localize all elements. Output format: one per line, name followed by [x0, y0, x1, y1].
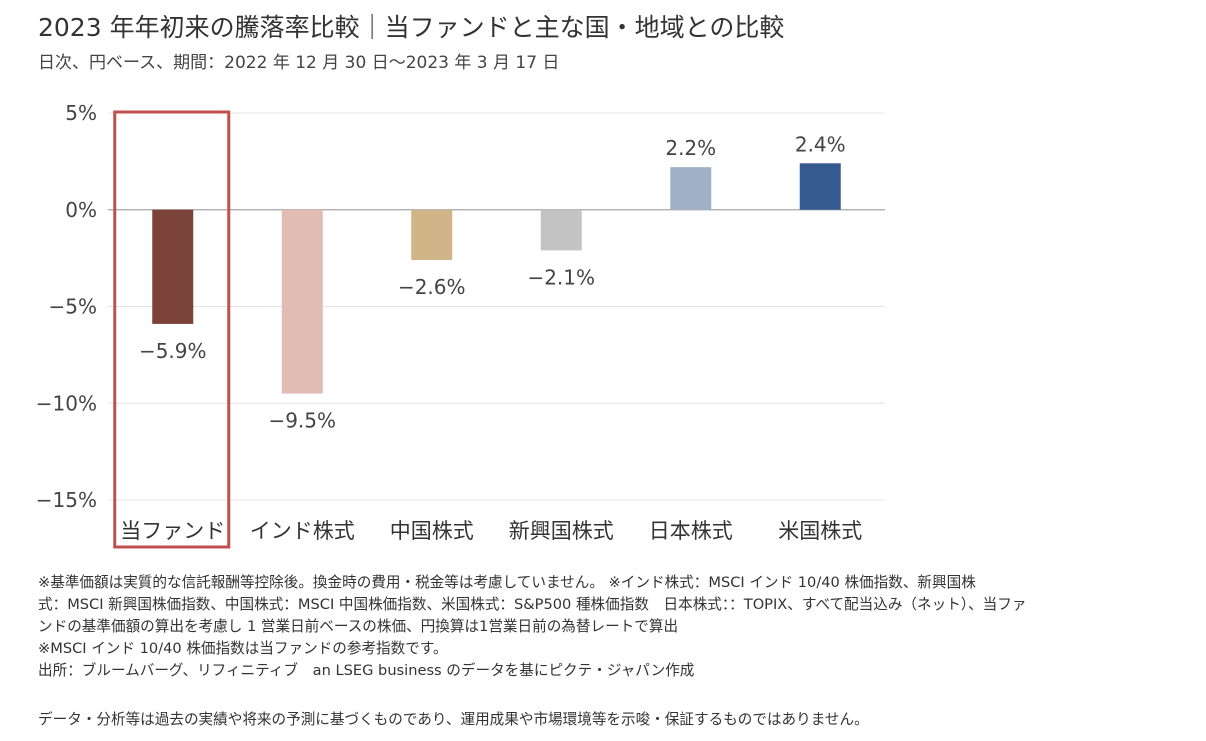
data-label: 2.2%: [665, 136, 716, 160]
bar: [799, 163, 841, 210]
bar: [411, 209, 453, 261]
chart-title: 2023 年年初来の騰落率比較｜当ファンドと主な国・地域との比較: [38, 13, 785, 42]
footnotes: ※基準価額は実質的な信託報酬等控除後。換金時の費用・税金等は考慮していません。 …: [38, 572, 1178, 682]
y-tick-label: −15%: [36, 488, 97, 512]
bar: [670, 167, 712, 210]
x-tick-label: 当ファンド: [120, 519, 225, 543]
bar: [540, 209, 582, 251]
data-labels: −5.9% −9.5% −2.6% −2.1% 2.2% 2.4%: [139, 132, 846, 432]
y-tick-label: −5%: [49, 295, 98, 319]
footnote-line: ※基準価額は実質的な信託報酬等控除後。換金時の費用・税金等は考慮していません。 …: [38, 574, 976, 591]
grid-lines: [108, 112, 885, 501]
disclaimer: データ・分析等は過去の実績や将来の予測に基づくものであり、運用成果や市場環境等を…: [38, 711, 869, 728]
y-tick-label: −10%: [36, 391, 97, 415]
chart-subtitle: 日次、円ベース、期間：2022 年 12 月 30 日～2023 年 3 月 1…: [38, 53, 560, 73]
bar: [281, 209, 323, 394]
data-label: −9.5%: [268, 409, 336, 433]
x-axis-labels: 当ファンド インド株式 中国株式 新興国株式 日本株式 米国株式: [120, 519, 862, 543]
data-label: −2.6%: [398, 275, 466, 299]
footnote-line: ※MSCI インド 10/40 株価指数は当ファンドの参考指数です。: [38, 640, 448, 657]
x-tick-label: 米国株式: [778, 519, 862, 543]
bars: [152, 163, 841, 394]
highlight-box: [113, 110, 231, 549]
highlight-layer: [113, 110, 231, 549]
bar: [152, 209, 194, 324]
data-label: 2.4%: [795, 132, 846, 156]
x-tick-label: 新興国株式: [509, 519, 614, 543]
x-tick-label: インド株式: [250, 519, 355, 543]
y-tick-label: 0%: [65, 198, 97, 222]
footnote-line: 式：MSCI 新興国株価指数、中国株式：MSCI 中国株価指数、米国株式：S&P…: [38, 596, 1027, 613]
data-label: −2.1%: [527, 265, 595, 289]
footnote-line: 出所：ブルームバーグ、リフィニティブ an LSEG business のデータ…: [38, 662, 695, 679]
y-axis-ticks: 5% 0% −5% −10% −15%: [36, 101, 97, 512]
x-tick-label: 日本株式: [649, 519, 733, 543]
footnote-line: ンドの基準価額の算出を考慮し 1 営業日前ベースの株価、円換算は1営業日前の為替…: [38, 618, 679, 635]
y-tick-label: 5%: [65, 101, 97, 125]
x-tick-label: 中国株式: [390, 519, 474, 543]
data-label: −5.9%: [139, 339, 207, 363]
bar-chart: 5% 0% −5% −10% −15% −5.9% −9.5% −2.6% −2.1% 2.2%…: [36, 101, 885, 549]
